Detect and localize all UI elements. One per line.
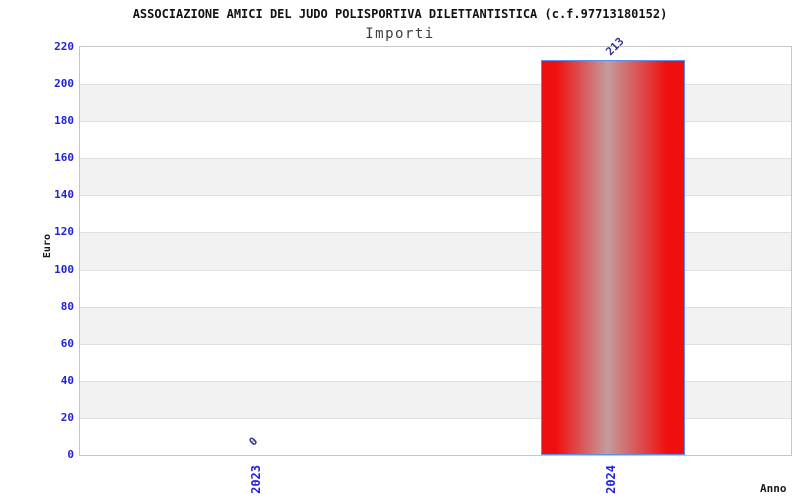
y-tick-label: 20 — [60, 410, 74, 424]
gridline — [80, 380, 791, 382]
plot-area — [79, 46, 792, 456]
gridline — [80, 269, 791, 271]
y-tick-label: 0 — [67, 448, 74, 461]
y-tick-label: 120 — [54, 225, 74, 239]
gridline — [80, 195, 791, 197]
chart-title: ASSOCIAZIONE AMICI DEL JUDO POLISPORTIVA… — [132, 7, 668, 21]
gridline — [80, 232, 791, 234]
gridline — [80, 158, 791, 160]
gridline — [80, 306, 791, 308]
bar-2024 — [541, 59, 686, 455]
y-tick-label: 180 — [54, 114, 74, 128]
chart-subtitle: Importi — [365, 26, 435, 42]
gridline — [80, 121, 791, 123]
y-tick-label: 200 — [54, 77, 74, 91]
y-tick-label: 100 — [54, 262, 74, 276]
gridline — [80, 84, 791, 86]
gridline — [80, 417, 791, 419]
y-tick-label: 160 — [54, 151, 74, 165]
y-tick-label: 80 — [60, 299, 74, 313]
x-tick-label: 2024 — [604, 465, 619, 494]
y-tick-label: 40 — [60, 373, 74, 387]
x-tick-label: 2023 — [248, 465, 263, 494]
y-tick-label: 220 — [54, 40, 74, 53]
gridline — [80, 343, 791, 345]
y-tick-label: 140 — [54, 188, 74, 202]
x-axis-title: Anno — [760, 482, 787, 495]
y-tick-label: 60 — [60, 336, 74, 350]
